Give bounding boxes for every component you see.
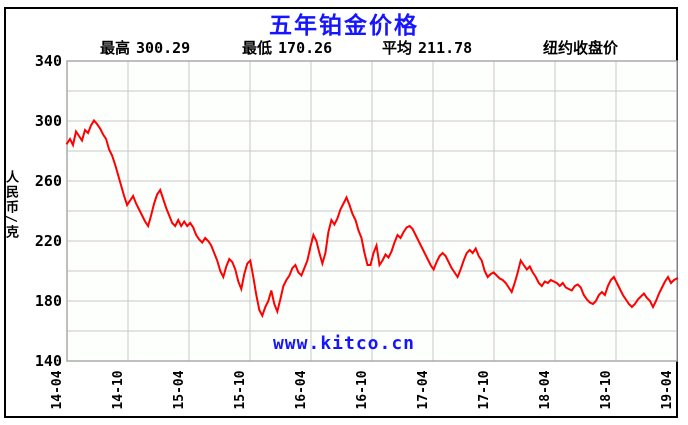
x-tick-label: 17-10 bbox=[477, 370, 492, 410]
stat-high-value: 300.29 bbox=[136, 39, 191, 57]
chart-title: 五年铂金价格 bbox=[269, 13, 419, 39]
y-tick-label: 180 bbox=[34, 292, 62, 310]
stat-source: 纽约收盘价 bbox=[543, 37, 618, 58]
x-tick-label: 15-10 bbox=[233, 370, 248, 410]
x-tick-label: 18-10 bbox=[599, 370, 614, 410]
x-tick-label: 16-04 bbox=[294, 370, 309, 410]
x-tick-label: 14-04 bbox=[50, 370, 65, 410]
stat-low: 最低 170.26 bbox=[242, 37, 332, 58]
price-series-line bbox=[65, 118, 679, 319]
stat-source-label: 纽约收盘价 bbox=[543, 39, 619, 57]
x-tick-label: 19-04 bbox=[660, 370, 675, 410]
y-tick-label: 140 bbox=[34, 352, 62, 370]
plot-frame bbox=[66, 60, 678, 362]
watermark-kitco: www.kitco.cn bbox=[272, 333, 416, 354]
stat-high-label: 最高 bbox=[100, 39, 131, 57]
y-tick-label: 300 bbox=[34, 112, 62, 130]
y-tick-label: 260 bbox=[34, 172, 62, 190]
x-tick-label: 16-10 bbox=[355, 370, 370, 410]
x-tick-label: 15-04 bbox=[172, 370, 187, 410]
x-tick-label: 18-04 bbox=[538, 370, 553, 410]
x-tick-label: 17-04 bbox=[416, 370, 431, 410]
y-tick-label: 340 bbox=[34, 52, 62, 70]
stat-avg-label: 平均 bbox=[382, 39, 413, 57]
stat-avg: 平均 211.78 bbox=[382, 37, 472, 58]
stat-high: 最高 300.29 bbox=[100, 37, 190, 58]
y-axis-title: 人民币/克 bbox=[3, 170, 18, 240]
stat-low-label: 最低 bbox=[242, 39, 273, 57]
x-tick-label: 14-10 bbox=[111, 370, 126, 410]
stat-avg-value: 211.78 bbox=[418, 39, 473, 57]
y-tick-label: 220 bbox=[34, 232, 62, 250]
stat-low-value: 170.26 bbox=[278, 39, 333, 57]
